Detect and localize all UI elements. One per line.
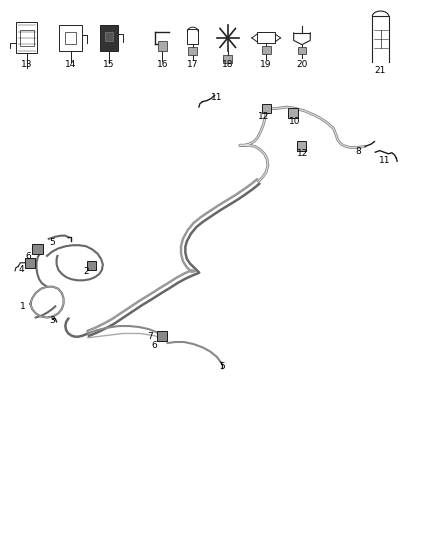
Text: 1: 1 (20, 302, 25, 311)
Text: 14: 14 (65, 60, 76, 69)
Text: 5: 5 (49, 238, 55, 247)
Text: 6: 6 (152, 341, 157, 350)
Bar (65, 31, 76, 44)
Text: 12: 12 (258, 111, 269, 120)
Bar (223, 55, 232, 63)
Bar (188, 46, 197, 54)
Bar (257, 33, 276, 44)
Text: 13: 13 (21, 60, 33, 69)
Bar (100, 25, 118, 51)
Text: 18: 18 (222, 60, 233, 69)
Bar (157, 332, 167, 341)
Bar (20, 30, 34, 46)
Text: 12: 12 (297, 149, 308, 158)
Text: 19: 19 (261, 60, 272, 69)
Text: 7: 7 (147, 332, 153, 341)
Text: 11: 11 (379, 156, 391, 165)
Bar (262, 46, 271, 54)
Text: 11: 11 (211, 93, 222, 102)
Text: 17: 17 (187, 60, 198, 69)
Text: 21: 21 (375, 66, 386, 75)
Text: 3: 3 (49, 316, 55, 325)
Bar (87, 261, 96, 270)
Bar (105, 33, 113, 41)
Text: 8: 8 (356, 147, 362, 156)
Bar (25, 258, 35, 268)
Text: 15: 15 (103, 60, 115, 69)
Text: 5: 5 (219, 362, 226, 371)
Text: 6: 6 (25, 253, 31, 261)
Bar (262, 104, 272, 114)
Bar (297, 141, 306, 151)
Bar (288, 108, 297, 118)
Text: 2: 2 (84, 268, 89, 276)
Text: 4: 4 (19, 265, 25, 273)
Bar (187, 29, 198, 44)
Text: 10: 10 (289, 117, 300, 126)
Bar (32, 244, 42, 254)
Bar (16, 22, 37, 53)
Bar (297, 47, 306, 54)
Text: 20: 20 (296, 60, 307, 69)
Bar (59, 25, 82, 51)
Bar (158, 41, 166, 51)
Text: 16: 16 (156, 60, 168, 69)
